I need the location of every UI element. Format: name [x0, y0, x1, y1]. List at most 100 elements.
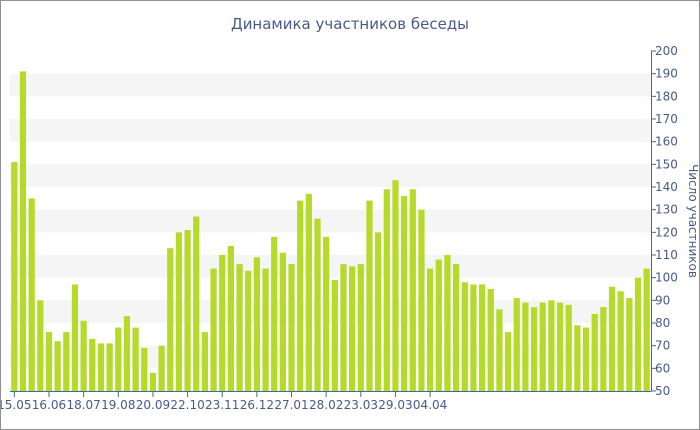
bar [331, 279, 338, 391]
y-tick-label: 70 [655, 339, 670, 353]
bar [574, 325, 581, 391]
grid-band [10, 164, 651, 187]
y-tick-label: 140 [655, 180, 678, 194]
bar [556, 302, 564, 391]
bar [158, 345, 165, 391]
bar [461, 282, 468, 391]
bar [409, 189, 416, 391]
bar [539, 302, 546, 391]
x-tick-label: 23.11 [205, 398, 239, 412]
bar [271, 236, 278, 391]
x-tick-label: 23.03 [344, 398, 378, 412]
bar [184, 230, 191, 391]
bar [175, 232, 183, 391]
bar [375, 232, 382, 391]
grid-band [10, 345, 651, 369]
x-tick-label: 26.12 [240, 398, 274, 412]
grid-band [10, 209, 651, 233]
bar [279, 252, 286, 391]
bar [591, 313, 598, 391]
bar [219, 255, 226, 391]
bar [11, 162, 18, 391]
bars [11, 71, 650, 392]
y-tick-label: 50 [655, 384, 670, 398]
x-tick-label: 04.04 [413, 398, 447, 412]
bar [340, 264, 347, 391]
bar [19, 71, 27, 392]
x-tick-label: 22.10 [170, 398, 204, 412]
x-tick-label: 28.02 [309, 398, 343, 412]
bar [357, 264, 364, 391]
y-tick-label: 180 [655, 89, 678, 103]
bar [504, 332, 512, 391]
bar [123, 316, 131, 391]
bar [349, 266, 356, 391]
y-tick-labels: 50 60 70 80 90 100 110 120 130 140 150 160 170 180 190… [655, 44, 678, 398]
bar [253, 257, 260, 391]
bar [45, 332, 53, 391]
x-tick-label: 20.09 [136, 398, 170, 412]
y-tick-label: 200 [655, 44, 678, 58]
grid-band [10, 119, 651, 142]
chart-title: Динамика участников беседы [231, 15, 469, 33]
bar [80, 320, 87, 391]
bar [193, 216, 200, 391]
y-tick-label: 150 [655, 157, 678, 171]
x-tick-label: 15.05 [1, 398, 32, 412]
bar [548, 300, 555, 391]
bar [149, 372, 157, 391]
bar [314, 218, 321, 391]
bar [626, 298, 633, 391]
bar [71, 284, 79, 391]
bar [37, 300, 44, 391]
x-tick-labels: 15.0516.0618.0719.0820.0922.1023.1126.12… [1, 398, 447, 412]
y-tick-label: 190 [655, 67, 678, 81]
bar [366, 200, 373, 391]
bar [435, 259, 442, 391]
bar [643, 268, 650, 391]
bar [167, 248, 174, 391]
bar [297, 200, 304, 391]
bar [478, 284, 486, 391]
x-tick-label: 29.03 [378, 398, 412, 412]
bar [383, 189, 390, 391]
axes [10, 50, 656, 397]
y-tick-label: 80 [655, 316, 670, 330]
y-axis-label: Число участников [686, 164, 699, 278]
bar [444, 255, 451, 391]
bar [115, 327, 122, 391]
bar [565, 304, 572, 391]
bar [97, 343, 105, 391]
x-tick-label: 27.01 [274, 398, 308, 412]
bar [617, 291, 624, 391]
bar [141, 347, 148, 391]
grid-bands [10, 73, 651, 369]
bar [132, 327, 139, 391]
bar [496, 309, 503, 391]
y-tick-label: 100 [655, 271, 678, 285]
y-tick-label: 120 [655, 225, 678, 239]
y-tick-label: 110 [655, 248, 678, 262]
bar [470, 284, 477, 391]
bar [262, 268, 269, 391]
grid-band [10, 300, 651, 323]
bar [427, 268, 434, 391]
x-tick-label: 18.07 [66, 398, 100, 412]
grid-band [10, 73, 651, 97]
bar [582, 327, 590, 391]
bar [401, 196, 408, 391]
bar [236, 264, 243, 391]
bar [452, 264, 460, 391]
bar [201, 332, 209, 391]
bar [210, 268, 217, 391]
bar [530, 307, 538, 391]
grid-band [10, 255, 651, 278]
y-tick-label: 170 [655, 112, 678, 126]
x-tick-label: 16.06 [32, 398, 66, 412]
bar [513, 298, 520, 391]
bar [227, 245, 235, 391]
bar [89, 338, 96, 391]
bar [522, 302, 529, 391]
